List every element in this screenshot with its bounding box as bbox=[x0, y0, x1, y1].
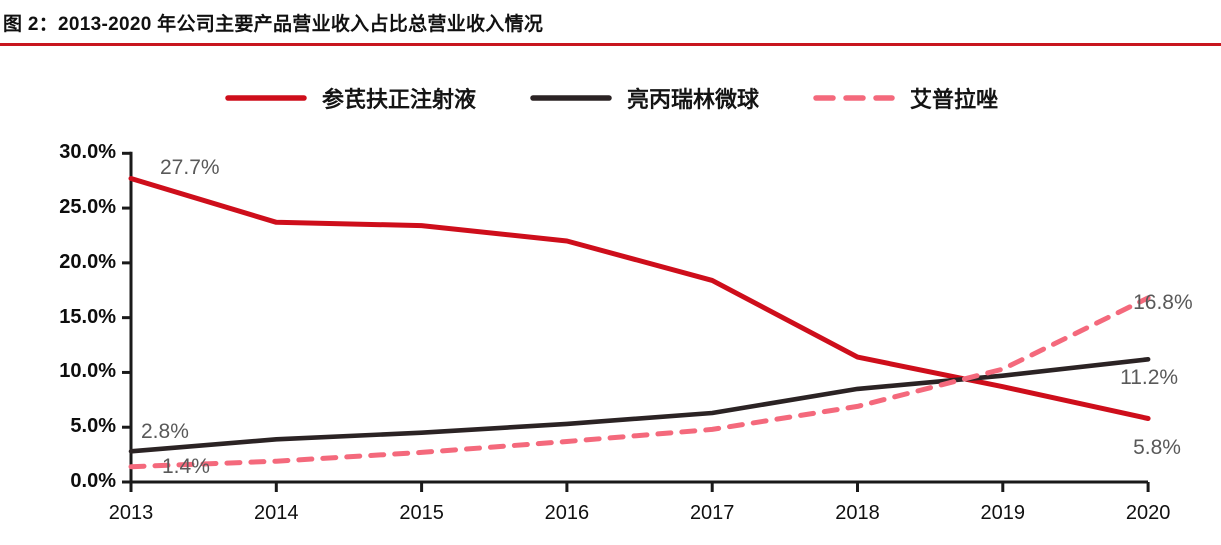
data-label: 1.4% bbox=[162, 454, 210, 478]
x-tick-label: 2014 bbox=[254, 502, 299, 524]
legend-item-shenqi: 参芪扶正注射液 bbox=[223, 82, 476, 114]
chart-legend: 参芪扶正注射液 亮丙瑞林微球 艾普拉唑 bbox=[0, 82, 1221, 114]
legend-swatch-pink-dashed-line-icon bbox=[813, 95, 895, 101]
y-tick-label: 20.0% bbox=[59, 250, 116, 273]
figure-title: 图 2：2013-2020 年公司主要产品营业收入占比总营业收入情况 bbox=[3, 14, 544, 35]
y-tick-label: 0.0% bbox=[70, 470, 116, 492]
legend-label: 参芪扶正注射液 bbox=[321, 87, 476, 112]
figure-header: 图 2：2013-2020 年公司主要产品营业收入占比总营业收入情况 bbox=[0, 0, 1221, 46]
y-tick-label: 30.0% bbox=[59, 141, 116, 164]
series-line-2 bbox=[128, 356, 1151, 454]
y-tick-label: 10.0% bbox=[59, 360, 116, 383]
x-tick-label: 2017 bbox=[689, 502, 735, 524]
x-tick-label: 2019 bbox=[980, 502, 1026, 524]
legend-swatch-black-line-icon bbox=[530, 95, 612, 101]
legend-item-aipulazuo: 艾普拉唑 bbox=[811, 82, 998, 114]
series-line-1 bbox=[128, 176, 1151, 421]
legend-label: 亮丙瑞林微球 bbox=[626, 87, 759, 112]
x-tick-label: 2015 bbox=[399, 502, 444, 524]
data-label: 16.8% bbox=[1133, 290, 1193, 314]
x-tick-label: 2013 bbox=[108, 502, 154, 524]
y-tick-label: 25.0% bbox=[59, 196, 116, 219]
data-label: 11.2% bbox=[1120, 366, 1179, 390]
series-line-3 bbox=[128, 295, 1151, 470]
data-label: 5.8% bbox=[1133, 436, 1181, 460]
legend-item-liangbing: 亮丙瑞林微球 bbox=[528, 82, 759, 114]
legend-swatch-red-line-icon bbox=[225, 95, 307, 101]
data-label: 27.7% bbox=[160, 155, 220, 179]
x-tick-label: 2016 bbox=[544, 502, 590, 524]
data-label: 2.8% bbox=[141, 420, 189, 444]
y-tick-label: 15.0% bbox=[59, 305, 116, 328]
legend-label: 艾普拉唑 bbox=[910, 87, 999, 112]
y-tick-label: 5.0% bbox=[70, 415, 116, 438]
x-tick-label: 2018 bbox=[835, 502, 880, 524]
x-tick-label: 2020 bbox=[1125, 502, 1171, 524]
